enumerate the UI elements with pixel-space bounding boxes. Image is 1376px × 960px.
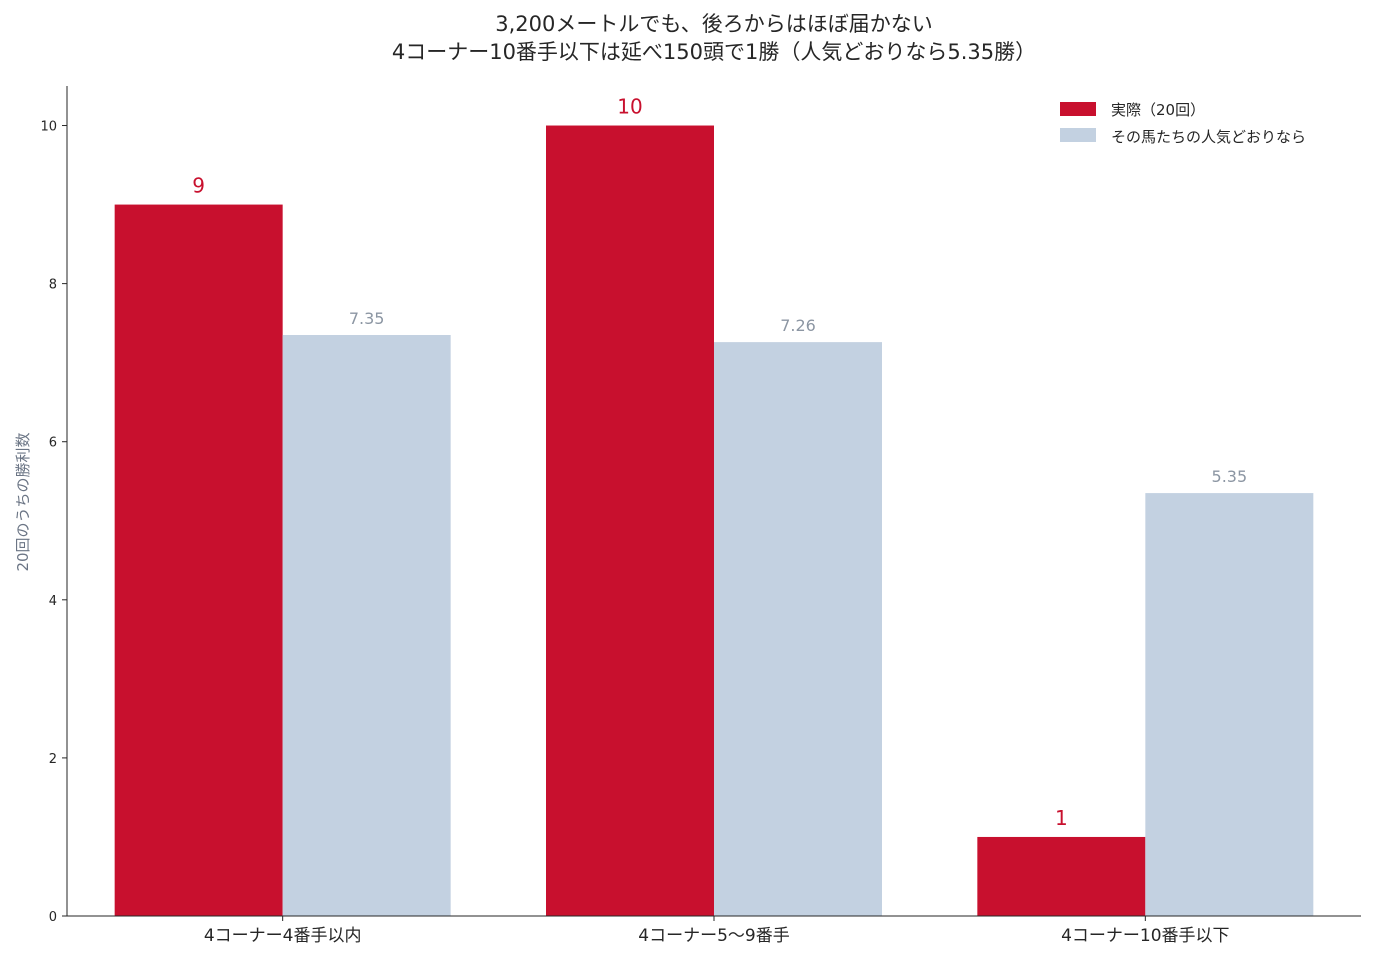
legend-swatch-expected: [1060, 128, 1096, 142]
y-tick-label-8: 8: [49, 278, 57, 293]
legend: 実際（20回） その馬たちの人気どおりなら: [1060, 101, 1306, 146]
chart-title-line-2: 4コーナー10番手以下は延べ150頭で1勝（人気どおりなら5.35勝）: [392, 40, 1036, 64]
legend-label-expected: その馬たちの人気どおりなら: [1111, 128, 1306, 146]
bars-group: [114, 125, 1314, 917]
value-label-actual-1: 9: [192, 174, 205, 198]
x-tick-label-2: 4コーナー5〜9番手: [638, 926, 789, 946]
y-ticks-group: 0 2 4 6 8 10: [40, 120, 67, 925]
bar-expected-3: [1145, 493, 1314, 916]
value-label-actual-3: 1: [1055, 806, 1068, 830]
bar-expected-2: [714, 342, 882, 917]
y-tick-label-10: 10: [40, 120, 57, 135]
chart-title-line-1: 3,200メートルでも、後ろからはほぼ届かない: [495, 12, 933, 36]
bar-actual-2: [546, 125, 714, 917]
x-ticks-group: 4コーナー4番手以内 4コーナー5〜9番手 4コーナー10番手以下: [204, 916, 1230, 946]
y-tick-label-4: 4: [49, 594, 57, 609]
value-labels-group: 9 7.35 10 7.26 1 5.35: [192, 95, 1247, 830]
x-tick-label-3: 4コーナー10番手以下: [1061, 926, 1229, 946]
bar-actual-3: [977, 836, 1146, 916]
legend-label-actual: 実際（20回）: [1111, 101, 1205, 119]
legend-swatch-actual: [1060, 102, 1096, 116]
y-axis-label: 20回のうちの勝利数: [14, 432, 32, 571]
value-label-actual-2: 10: [617, 95, 642, 119]
value-label-expected-3: 5.35: [1212, 467, 1248, 486]
x-tick-label-1: 4コーナー4番手以内: [204, 926, 362, 946]
bar-actual-1: [114, 204, 283, 917]
value-label-expected-2: 7.26: [780, 316, 816, 335]
value-label-expected-1: 7.35: [349, 309, 385, 328]
bar-expected-1: [282, 335, 451, 916]
y-tick-label-0: 0: [49, 910, 57, 925]
y-tick-label-6: 6: [49, 436, 57, 451]
y-tick-label-2: 2: [49, 752, 57, 767]
